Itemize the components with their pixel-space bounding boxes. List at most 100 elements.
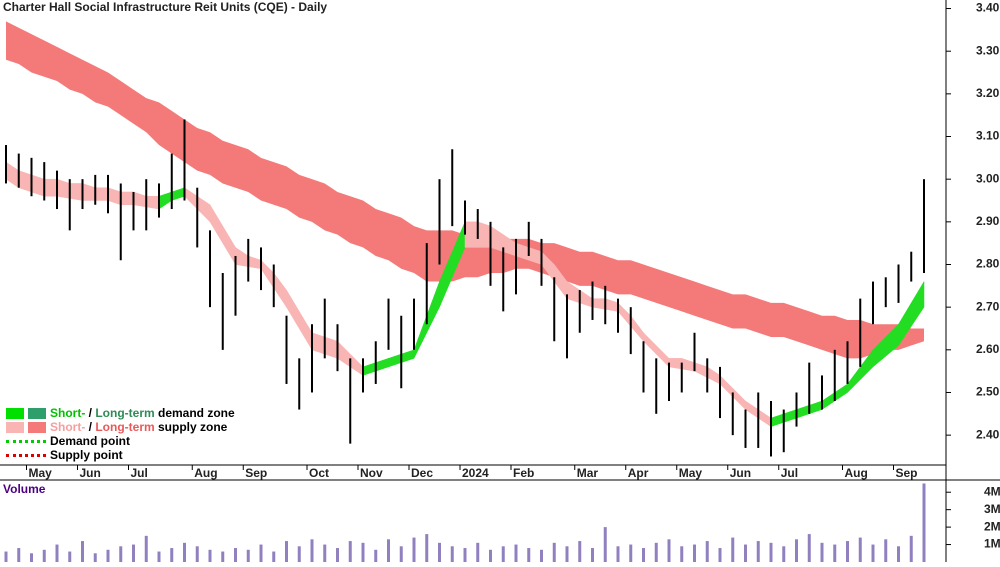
volume-bar — [246, 549, 250, 562]
y-tick-label: 2.40 — [976, 427, 1000, 441]
legend-text: Supply point — [50, 448, 123, 462]
volume-bar — [603, 527, 607, 562]
y-tick-label: 2.90 — [976, 214, 1000, 228]
volume-bar — [68, 551, 72, 562]
short-term-zone — [477, 221, 491, 248]
volume-bar — [731, 537, 735, 562]
volume-bar — [93, 553, 97, 562]
short-term-zone — [834, 383, 848, 402]
volume-title: Volume — [3, 482, 46, 496]
legend-text: / — [85, 406, 96, 420]
legend-text: demand zone — [154, 406, 235, 420]
volume-bar — [820, 542, 824, 562]
volume-bar — [463, 548, 467, 562]
legend-item: Demand point — [6, 434, 235, 448]
volume-bar — [132, 544, 135, 562]
short-term-zone — [745, 400, 759, 419]
short-term-zone — [388, 353, 402, 368]
x-tick-label: Jun — [730, 466, 751, 480]
short-term-zone — [579, 289, 593, 308]
volume-bar — [718, 548, 722, 562]
short-term-zone — [362, 362, 376, 376]
short-term-zone — [18, 170, 32, 193]
y-tick-label: 3.30 — [976, 43, 1000, 57]
volume-bar — [157, 551, 161, 562]
short-term-zone — [796, 404, 810, 419]
x-tick-label: Mar — [577, 466, 599, 480]
swatch — [28, 421, 46, 433]
volume-bar — [897, 546, 900, 562]
y-tick-label: 2.50 — [976, 385, 1000, 399]
short-term-zone — [464, 221, 478, 248]
volume-bar — [846, 541, 849, 562]
volume-bar — [42, 549, 46, 562]
volume-bar — [183, 542, 186, 562]
volume-bar — [119, 546, 123, 562]
y-tick-label: 2M — [984, 519, 1000, 533]
x-tick-label: Jul — [131, 466, 148, 480]
volume-bar — [234, 548, 237, 562]
short-term-zone — [209, 203, 223, 245]
volume-bar — [55, 544, 59, 562]
volume-bar — [642, 548, 645, 562]
legend: Short- / Long-term demand zone Short- / … — [6, 406, 235, 462]
volume-bar — [30, 553, 33, 562]
x-tick-label: May — [679, 466, 703, 480]
volume-bar — [310, 539, 314, 562]
y-tick-label: 3.20 — [976, 86, 1000, 100]
volume-bar — [489, 549, 492, 562]
volume-bar — [833, 544, 837, 562]
x-tick-label: Sep — [896, 466, 918, 480]
y-tick-label: 3.00 — [976, 171, 1000, 185]
volume-bar — [170, 548, 174, 562]
legend-text: Demand point — [50, 434, 130, 448]
swatch — [28, 407, 46, 419]
volume-bar — [450, 546, 454, 562]
volume-bar — [272, 551, 276, 562]
volume-bar — [922, 483, 926, 562]
short-term-zone — [324, 336, 338, 359]
volume-bar — [705, 541, 709, 562]
legend-text: Long-term — [95, 406, 155, 420]
short-term-zone — [732, 387, 746, 411]
short-term-zone — [311, 332, 325, 355]
short-term-zone — [592, 298, 606, 310]
y-tick-label: 2.60 — [976, 342, 1000, 356]
volume-bar — [361, 542, 365, 562]
short-term-zone — [222, 225, 236, 266]
y-tick-label: 3.40 — [976, 1, 1000, 15]
short-term-zone — [681, 358, 695, 372]
volume-bar — [259, 544, 263, 562]
short-term-zone — [490, 225, 504, 253]
short-term-zone — [630, 314, 644, 342]
x-tick-label: Oct — [309, 466, 329, 480]
short-term-zone — [426, 281, 440, 333]
volume-bar — [591, 548, 594, 562]
volume-bar — [782, 546, 786, 562]
volume-bar — [769, 542, 773, 562]
short-term-zone — [605, 298, 619, 312]
x-tick-label: Jul — [781, 466, 798, 480]
y-tick-label: 3M — [984, 502, 1000, 516]
volume-bar — [285, 541, 288, 562]
volume-bar — [399, 546, 403, 562]
x-tick-label: Feb — [513, 466, 534, 480]
volume-bar — [348, 541, 352, 562]
x-tick-label: Aug — [194, 466, 217, 480]
short-term-zone — [56, 178, 70, 199]
short-term-zone — [783, 409, 797, 423]
volume-bar — [540, 549, 543, 562]
volume-bar — [884, 539, 888, 562]
legend-text: Short- — [50, 420, 86, 434]
volume-bar — [412, 537, 416, 562]
short-term-zone — [401, 349, 415, 363]
volume-bar — [374, 549, 378, 562]
volume-bar — [476, 542, 480, 562]
volume-bar — [144, 535, 148, 562]
volume-bar — [297, 546, 301, 562]
legend-text: supply zone — [154, 420, 228, 434]
y-tick-label: 2.70 — [976, 299, 1000, 313]
short-term-zone — [235, 246, 249, 267]
volume-bar — [744, 544, 747, 562]
volume-bar — [578, 541, 582, 562]
